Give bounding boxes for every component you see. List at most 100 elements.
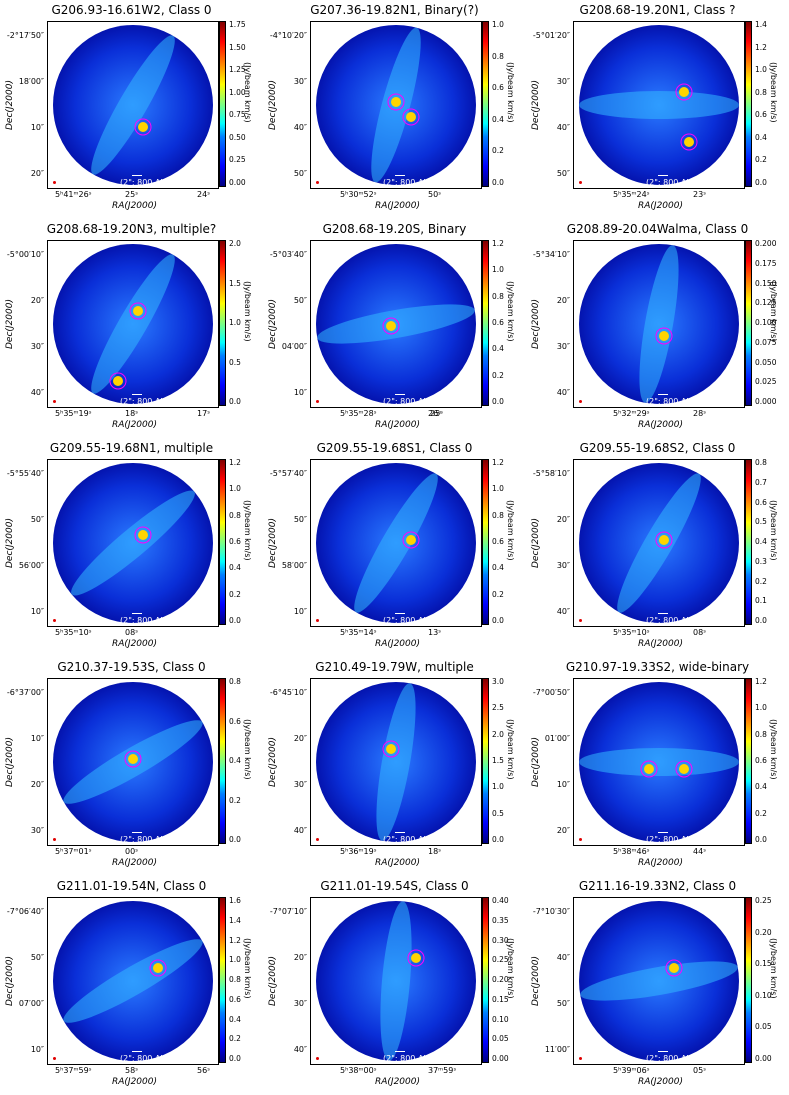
intensity-map	[579, 244, 739, 404]
colorbar-tick: 0.4	[755, 782, 767, 792]
panel-title: G208.89-20.04Walma, Class 0	[566, 222, 749, 236]
scale-label: (2"; 800 AU)	[120, 397, 170, 406]
map-frame: (2"; 800 AU)	[573, 678, 745, 846]
colorbar-tick: 0.4	[492, 114, 504, 124]
y-tick-label: 40″	[556, 388, 570, 397]
colorbar-tick: 0.0	[492, 178, 504, 187]
beam-marker	[53, 1057, 56, 1060]
continuum-contour	[382, 740, 400, 758]
colorbar-tick: 1.75	[229, 20, 246, 29]
y-tick-label: -5°58′10″	[532, 469, 570, 478]
y-tick-label: -2°17′50″	[6, 31, 44, 40]
colorbar-tick: 0.8	[755, 458, 767, 467]
scale-bar	[395, 832, 405, 833]
x-axis-label: RA(J2000)	[375, 201, 420, 211]
intensity-map	[316, 901, 476, 1061]
x-tick-label: 25ˢ	[430, 409, 444, 418]
scale-label: (2"; 800 AU)	[120, 1054, 170, 1063]
colorbar-tick: 0.2	[755, 155, 767, 165]
colorbar-tick: 0.25	[755, 896, 772, 905]
y-tick-label: -5°00′10″	[6, 250, 44, 259]
colorbar-tick: 0.0	[755, 835, 767, 844]
colorbar-tick: 0.5	[492, 808, 504, 818]
colorbar-tick: 0.25	[492, 955, 509, 965]
beam-marker	[579, 181, 582, 184]
colorbar-tick: 0.2	[229, 589, 241, 599]
intensity-map	[579, 25, 739, 185]
panel-title: G208.68-19.20S, Binary	[322, 222, 467, 236]
emission-peak	[138, 530, 148, 540]
colorbar-tick: 3.0	[492, 677, 504, 686]
y-tick-label: 10″	[30, 607, 44, 616]
y-tick-label: 30″	[30, 342, 44, 351]
colorbar-label: (Jy/beam km/s)	[506, 500, 515, 561]
continuum-contour	[129, 302, 147, 320]
colorbar-tick: 0.0	[229, 397, 241, 406]
panel-title: G211.01-19.54N, Class 0	[56, 879, 207, 893]
colorbar	[745, 678, 752, 844]
intensity-map	[579, 682, 739, 842]
colorbar-label: (Jy/beam km/s)	[769, 281, 778, 342]
colorbar-tick: 0.10	[755, 990, 772, 1000]
colorbar-label: (Jy/beam km/s)	[243, 938, 252, 999]
colorbar-tick: 0.40	[492, 896, 509, 905]
y-axis-label: Dec(J2000)	[268, 737, 278, 787]
colorbar-tick: 0.175	[755, 258, 777, 268]
y-tick-label: 10″	[293, 607, 307, 616]
colorbar-tick: 0.05	[755, 1022, 772, 1032]
colorbar-tick: 0.8	[492, 510, 504, 520]
outflow-lobe	[71, 490, 195, 596]
map-panel: G210.97-19.33S2, wide-binary (2"; 800 AU)…	[526, 657, 789, 876]
continuum-contour	[675, 83, 693, 101]
emission-peak	[406, 535, 416, 545]
map-frame: (2"; 800 AU)	[310, 240, 482, 408]
colorbar-tick: 1.5	[229, 278, 241, 288]
x-axis-label: RA(J2000)	[638, 858, 683, 868]
beam-marker	[53, 619, 56, 622]
intensity-map	[53, 901, 213, 1061]
colorbar-tick: 2.0	[492, 729, 504, 739]
colorbar-tick: 0.2	[492, 589, 504, 599]
colorbar-tick: 0.6	[492, 537, 504, 546]
beam-marker	[316, 400, 319, 403]
outflow-lobe	[376, 683, 416, 841]
y-axis-label: Dec(J2000)	[531, 518, 541, 568]
map-panel: G210.37-19.53S, Class 0 (2"; 800 AU) -6°37…	[0, 657, 263, 876]
colorbar-tick: 0.4	[492, 344, 504, 354]
panel-title: G209.55-19.68S2, Class 0	[579, 441, 736, 455]
y-axis-label: Dec(J2000)	[531, 299, 541, 349]
x-tick-label: 5ʰ39ᵐ06ˢ	[613, 1066, 650, 1075]
y-tick-label: -5°55′40″	[6, 469, 44, 478]
y-axis-label: Dec(J2000)	[268, 80, 278, 130]
y-tick-label: 10″	[30, 123, 44, 132]
outflow-lobe	[380, 901, 412, 1061]
continuum-contour	[382, 317, 400, 335]
x-tick-label: 5ʰ41ᵐ26ˢ	[55, 190, 92, 199]
x-tick-label: 13ˢ	[428, 628, 442, 637]
x-tick-label: 23ˢ	[693, 190, 707, 199]
map-frame: (2"; 800 AU)	[573, 459, 745, 627]
colorbar-tick: 2.5	[492, 703, 504, 713]
colorbar-tick: 0.8	[492, 291, 504, 301]
scale-bar	[132, 394, 142, 395]
y-tick-label: 20″	[30, 780, 44, 789]
colorbar-tick: 1.0	[492, 782, 504, 792]
x-tick-label: 25ˢ	[125, 190, 139, 199]
y-tick-label: 18′00″	[18, 77, 44, 86]
scale-label: (2"; 800 AU)	[120, 835, 170, 844]
emission-peak	[684, 137, 694, 147]
colorbar-tick: 0.8	[229, 975, 241, 984]
continuum-contour	[675, 760, 693, 778]
y-tick-label: 30″	[30, 826, 44, 835]
continuum-contour	[640, 760, 658, 778]
y-tick-label: 40″	[556, 123, 570, 132]
emission-peak	[659, 535, 669, 545]
beam-marker	[579, 1057, 582, 1060]
colorbar-tick: 1.2	[492, 239, 504, 248]
emission-peak	[669, 963, 679, 973]
outflow-lobe	[579, 91, 739, 119]
x-tick-label: 18ˢ	[125, 409, 139, 418]
y-tick-label: 20″	[293, 953, 307, 962]
emission-peak	[133, 306, 143, 316]
beam-marker	[53, 181, 56, 184]
